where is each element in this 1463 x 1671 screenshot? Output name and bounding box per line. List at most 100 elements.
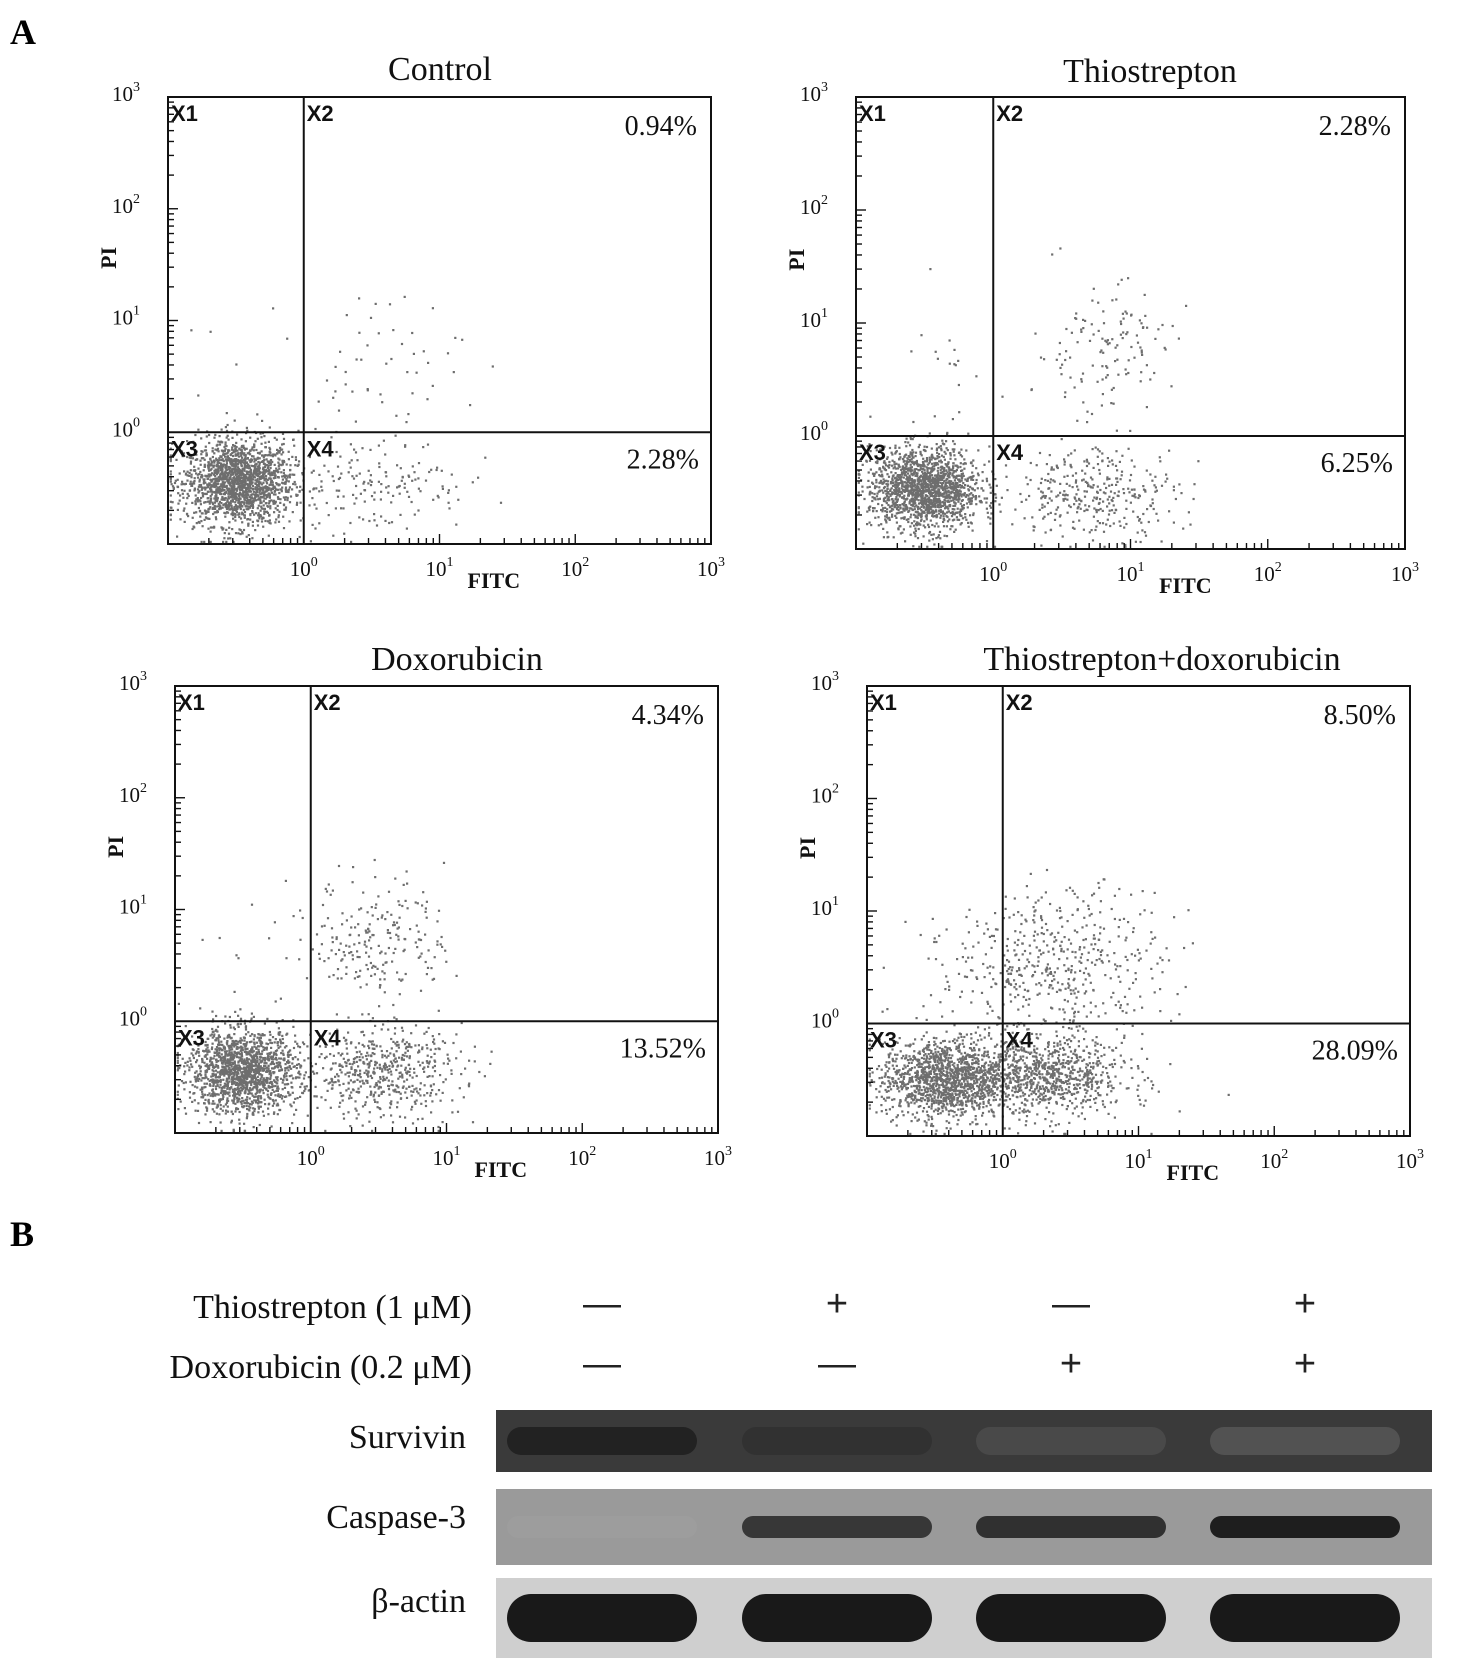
event-dot xyxy=(911,482,914,485)
event-dot xyxy=(1110,483,1114,486)
event-dot xyxy=(223,1074,226,1077)
event-dot xyxy=(282,1074,286,1077)
event-dot xyxy=(1028,494,1031,498)
event-dot xyxy=(981,479,984,482)
event-dot xyxy=(196,500,199,503)
event-dot xyxy=(253,497,257,500)
event-dot xyxy=(1069,464,1072,467)
event-dot xyxy=(1124,545,1127,548)
event-dot xyxy=(944,484,947,487)
event-dot xyxy=(1111,459,1114,462)
event-dot xyxy=(1040,490,1043,493)
event-dot xyxy=(909,507,912,510)
event-dot xyxy=(916,510,919,513)
event-dot xyxy=(204,445,207,448)
event-dot xyxy=(257,513,260,516)
event-dot xyxy=(336,495,340,498)
event-dot xyxy=(1057,494,1060,497)
event-dot xyxy=(221,478,224,481)
event-dot xyxy=(337,409,341,412)
event-dot xyxy=(295,486,298,489)
event-dot xyxy=(1071,474,1074,477)
event-dot xyxy=(217,502,220,505)
event-dot xyxy=(1137,496,1140,500)
event-dot xyxy=(957,490,961,493)
event-dot xyxy=(384,471,388,474)
event-dot xyxy=(213,505,216,508)
tick-exponent: 0 xyxy=(1000,560,1007,575)
event-dot xyxy=(230,513,233,516)
event-dot xyxy=(221,1109,224,1112)
event-dot xyxy=(215,1060,218,1063)
event-dot xyxy=(917,495,920,498)
event-dot xyxy=(201,494,205,497)
event-dot xyxy=(264,465,267,468)
event-dot xyxy=(172,487,175,490)
event-dot xyxy=(884,519,888,522)
event-dot xyxy=(190,1052,193,1055)
event-dot xyxy=(938,493,941,496)
event-dot xyxy=(960,514,963,517)
event-dot xyxy=(231,448,234,451)
event-dot xyxy=(931,503,934,506)
event-dot xyxy=(216,461,219,464)
event-dot xyxy=(218,461,221,465)
event-dot xyxy=(253,499,256,502)
event-dot xyxy=(1084,472,1087,475)
event-dots xyxy=(176,858,493,1132)
event-dot xyxy=(282,496,285,499)
event-dot xyxy=(1094,528,1097,532)
event-dot xyxy=(219,472,222,475)
event-dot xyxy=(953,491,956,495)
event-dot xyxy=(207,510,210,513)
event-dot xyxy=(922,490,925,493)
event-dot xyxy=(293,480,296,484)
event-dot xyxy=(954,464,957,467)
event-dot xyxy=(969,502,972,506)
event-dot xyxy=(937,480,940,483)
event-dot xyxy=(939,481,942,484)
event-dot xyxy=(249,514,252,517)
event-dot xyxy=(1125,373,1128,376)
event-dot xyxy=(441,485,444,488)
event-dot xyxy=(169,494,172,497)
event-dot xyxy=(1095,508,1098,511)
event-dot xyxy=(1096,520,1099,523)
event-dot xyxy=(891,513,894,516)
event-dot xyxy=(885,490,888,493)
event-dot xyxy=(1055,495,1058,498)
event-dot xyxy=(203,509,207,512)
event-dot xyxy=(205,511,208,514)
event-dot xyxy=(943,450,946,453)
event-dot xyxy=(955,474,958,478)
event-dot xyxy=(315,507,318,510)
event-dot xyxy=(884,510,887,513)
event-dot xyxy=(284,480,287,484)
event-dot xyxy=(263,491,266,494)
event-dot xyxy=(932,497,936,501)
event-dot xyxy=(918,483,921,486)
event-dot xyxy=(232,468,235,471)
x-axis-label: FITC xyxy=(468,568,521,593)
event-dot xyxy=(233,481,237,484)
event-dot xyxy=(282,504,286,507)
event-dot xyxy=(887,503,890,507)
event-dot xyxy=(957,491,960,494)
event-dot xyxy=(914,484,917,487)
event-dot xyxy=(901,457,904,461)
event-dot xyxy=(886,473,889,476)
event-dot xyxy=(273,463,276,466)
event-dot xyxy=(1117,494,1120,498)
event-dot xyxy=(227,532,231,535)
event-dot xyxy=(1081,372,1085,375)
event-dot xyxy=(975,503,978,506)
event-dot xyxy=(232,1075,235,1078)
event-dot xyxy=(1127,277,1130,280)
event-dot xyxy=(240,453,243,456)
population-3 xyxy=(1030,247,1188,432)
event-dot xyxy=(933,487,936,490)
event-dot xyxy=(298,490,301,493)
event-dot xyxy=(283,1083,286,1086)
event-dot xyxy=(1153,484,1156,487)
